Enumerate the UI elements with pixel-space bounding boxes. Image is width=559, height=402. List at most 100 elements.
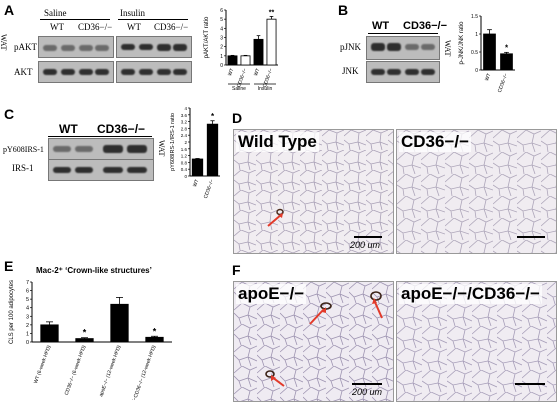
lane-label-b-cd36: CD36−/−	[403, 20, 448, 32]
y-axis-label: pAKT/AKT ratio	[204, 16, 210, 58]
scale-bar-f	[352, 383, 382, 385]
lane-label-wt-1: WT	[50, 22, 64, 32]
y-tick-label: 0	[220, 63, 223, 69]
lane-label-b-wt: WT	[372, 20, 390, 32]
scale-text-f: 200 um	[352, 387, 383, 397]
saline-header: Saline	[44, 8, 67, 18]
y-axis-label: CLS per 100 adipocytes	[9, 280, 15, 344]
blot-a-pakt-insulin	[116, 36, 192, 58]
x-tick-label: WT	[484, 73, 492, 82]
y-tick-label: 1	[475, 32, 478, 38]
blot-c-irs1	[48, 159, 154, 181]
bar-3	[253, 38, 264, 66]
bar-1	[483, 33, 496, 71]
y-tick-label: 1.6	[181, 147, 188, 152]
y-tick-label: 1	[220, 54, 223, 60]
insulin-underline	[118, 19, 188, 20]
panel-label-c: C	[4, 106, 15, 122]
row-label-irs1: IRS-1	[12, 163, 34, 173]
y-tick-label: 1.2	[181, 154, 188, 159]
blot-b-pjnk	[366, 36, 440, 60]
bar-2	[500, 53, 513, 71]
panel-label-a: A	[4, 2, 15, 18]
y-tick-label: 0	[184, 174, 187, 179]
wat-side-label-b: WAT	[443, 40, 452, 57]
y-tick-label: 3	[220, 36, 223, 42]
bar-4	[266, 18, 277, 66]
significance-marker: *	[505, 43, 509, 52]
y-tick-label: 0	[26, 340, 29, 346]
chart-c: 0 0.4 0.81.2 1.6 2 2.4 2.83.2 3.6 4 pY608IRS-1/IR…	[170, 106, 220, 200]
micrograph-cd36: CD36−/−	[396, 129, 557, 254]
panel-label-d: D	[232, 110, 243, 126]
micrograph-wild-type: Wild Type 200 um	[233, 129, 394, 254]
y-tick-label: 6	[220, 8, 223, 14]
x-tick-label: apoE−/−CD36−/− (12-week HFD)	[126, 344, 157, 400]
row-label-pirs1: pY608IRS-1	[3, 145, 44, 154]
blot-c-pirs1	[48, 138, 154, 160]
y-tick-label: 2	[220, 45, 223, 51]
chart-b: 0 0.5 1 1.5 p-JNK/JNK ratio WT CD36−/− *	[459, 14, 515, 94]
micrograph-apoe: apoE−/− 200 um	[233, 281, 394, 402]
y-tick-label: 0	[475, 68, 478, 74]
significance-marker: *	[153, 326, 157, 336]
wat-side-label-a: WAT	[0, 34, 8, 51]
y-tick-label: 2.8	[181, 126, 188, 131]
y-tick-label: 6	[26, 289, 29, 295]
y-tick-label: 3.2	[181, 120, 188, 125]
x-tick-label: CD36−/−	[497, 73, 510, 94]
blot-a-akt-insulin	[116, 61, 192, 83]
blot-b-jnk	[366, 61, 440, 83]
y-tick-label: 5	[220, 17, 223, 23]
significance-marker: *	[211, 112, 215, 121]
lane-label-c-wt: WT	[59, 122, 78, 136]
bar-2	[206, 123, 219, 177]
scale-text-d: 200 um	[350, 240, 381, 250]
bar-4	[145, 336, 164, 343]
x-tick-label: CD36−/−	[203, 179, 216, 200]
y-tick-label: 3.6	[181, 113, 188, 118]
bar-1	[40, 324, 59, 343]
panel-label-e: E	[4, 258, 14, 274]
y-tick-label: 0.8	[181, 160, 188, 165]
x-tick-label: WT	[253, 68, 261, 77]
y-tick-label: 4	[26, 306, 29, 312]
scale-bar-d2	[517, 236, 545, 238]
x-tick-label: WT	[192, 179, 200, 188]
row-label-akt: AKT	[14, 67, 33, 77]
y-tick-label: 0.4	[181, 167, 188, 172]
saline-underline	[40, 19, 110, 20]
blot-a-akt-saline	[38, 61, 114, 83]
y-tick-label: 1.5	[471, 14, 478, 20]
lane-label-cd36-2: CD36−/−	[154, 22, 189, 32]
y-tick-label: 1	[26, 331, 29, 337]
row-label-jnk: JNK	[342, 66, 359, 76]
y-axis-label: p-JNK/JNK ratio	[459, 21, 465, 65]
scale-bar-d	[354, 236, 382, 238]
group-label: Insulin	[258, 86, 273, 92]
y-axis-label: pY608IRS-1/IRS-1 ratio	[170, 113, 176, 171]
bar-3	[110, 303, 129, 343]
y-tick-label: 4	[184, 106, 187, 111]
y-tick-label: 7	[26, 280, 29, 286]
significance-marker: *	[83, 328, 87, 338]
y-tick-label: 2	[26, 323, 29, 329]
bar-2	[75, 338, 94, 343]
scale-bar-f2	[515, 383, 545, 385]
insulin-header: Insulin	[120, 8, 146, 18]
x-tick-label: CD36−/− (6-week HFD)	[64, 344, 88, 396]
lane-label-c-cd36: CD36−/−	[97, 122, 146, 136]
x-tick-label: WT (6-week HFD)	[33, 344, 52, 384]
y-tick-label: 0.5	[471, 50, 478, 56]
micrograph-title-cd36: CD36−/−	[399, 132, 472, 152]
y-tick-label: 5	[26, 297, 29, 303]
bar-1	[227, 55, 238, 66]
y-tick-label: 4	[220, 26, 223, 32]
wat-side-label-c: WAT	[157, 140, 166, 157]
micrograph-apoe-cd36: apoE−/−/CD36−/−	[396, 281, 557, 402]
bar-2	[240, 55, 251, 66]
row-label-pakt: pAKT	[14, 42, 37, 52]
x-tick-label: apoE−/− (12-week HFD)	[98, 344, 122, 397]
group-label: Saline	[232, 86, 246, 92]
y-tick-label: 3	[26, 314, 29, 320]
